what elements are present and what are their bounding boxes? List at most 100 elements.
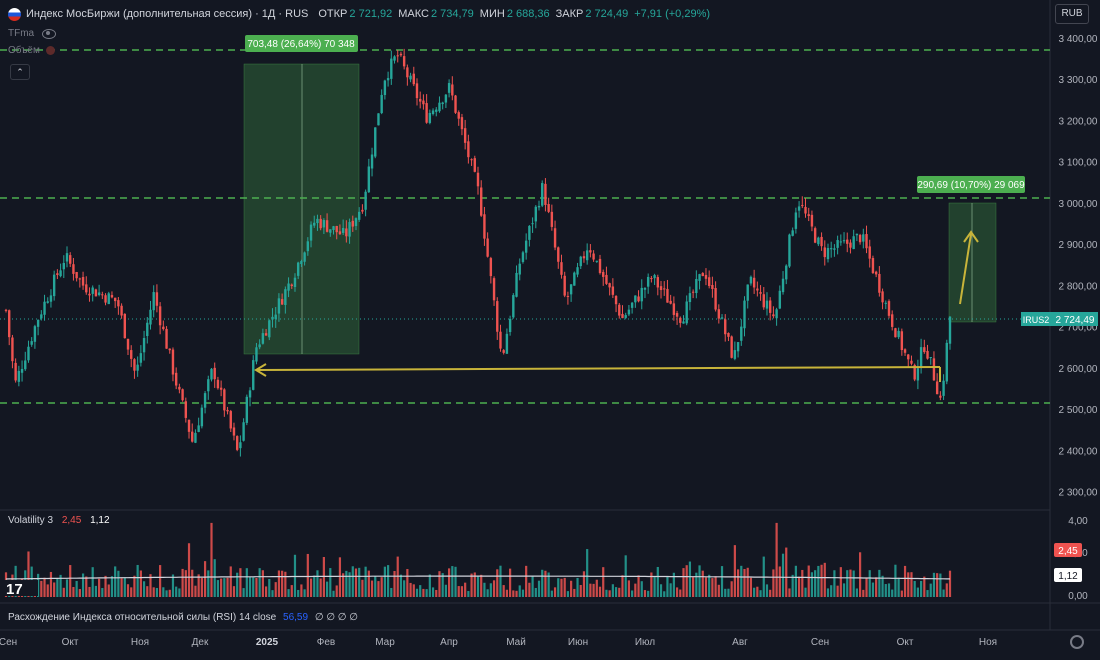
candle-body [184, 401, 188, 418]
volatility-bar [281, 570, 284, 597]
volatility-bar [107, 584, 110, 597]
volatility-bar [891, 589, 894, 597]
volatility-bar [656, 566, 659, 597]
candle-body [287, 283, 290, 291]
close-value: 2 724,49 [585, 8, 629, 20]
candle-body [489, 258, 493, 277]
time-tick-label: Окт [897, 637, 914, 648]
candle-body [579, 256, 582, 267]
candle-body [878, 273, 881, 293]
volatility-bar [248, 577, 252, 597]
candle-body [24, 360, 27, 370]
volatility-bar [830, 585, 833, 597]
candle-body [354, 218, 358, 227]
diagonal-arrow[interactable] [959, 230, 979, 305]
settings-gear-icon[interactable] [1070, 635, 1084, 649]
eye-icon[interactable] [42, 28, 57, 39]
price-tick-label: 2 800,00 [1059, 281, 1098, 292]
volatility-bar [297, 589, 300, 597]
candle-body [868, 246, 871, 259]
candle-body [300, 261, 303, 265]
candle-body [255, 347, 258, 362]
candle-body [923, 347, 926, 353]
volatility-bar [162, 587, 165, 597]
candle-body [473, 158, 476, 172]
candle-body [393, 56, 396, 61]
candle-body [666, 288, 669, 303]
tfma-row[interactable]: TFma [8, 28, 57, 39]
symbol-header[interactable]: Индекс МосБиржи (дополнительная сессия) … [8, 6, 710, 22]
candle-body [203, 393, 207, 408]
volatility-bar [582, 571, 586, 597]
volatility-bar [544, 570, 547, 597]
collapse-button[interactable]: ⌃ [10, 64, 30, 80]
volatility-bar [711, 578, 714, 597]
candle-body [926, 350, 929, 359]
volatility-bar [91, 567, 94, 597]
candle-body [505, 333, 509, 354]
volume-row[interactable]: Объём [8, 45, 55, 56]
volatility-bar [679, 589, 682, 597]
candle-body [759, 292, 762, 294]
volatility-bar [913, 580, 916, 597]
price-axis[interactable]: 3 400,00 3 300,00 3 200,00 3 100,00 3 000,00… [1059, 34, 1098, 499]
volatility-bar [451, 566, 454, 597]
volatility-bar [232, 586, 236, 597]
candle-body [223, 389, 226, 411]
candle-body [158, 306, 162, 326]
volatility-bar [717, 584, 720, 597]
candle-body [820, 236, 823, 247]
candle-body [736, 342, 740, 352]
time-tick-label: Ноя [979, 637, 997, 648]
volatility-bar [531, 576, 534, 597]
candle-body [377, 113, 380, 126]
price-tick-label: 2 900,00 [1059, 240, 1098, 251]
volatility-bar [608, 590, 611, 597]
candle-body [730, 336, 733, 358]
candle-body [351, 220, 354, 227]
candle-body [274, 314, 277, 319]
candle-body [139, 353, 143, 363]
candle-body [640, 287, 643, 302]
time-axis[interactable]: Сен Окт Ноя Дек 2025 Фев Мар Апр Май Июн Июл Авг Сен… [0, 637, 997, 648]
candle-body [788, 234, 791, 267]
volatility-bar [284, 571, 287, 597]
candle-body [852, 236, 855, 250]
volatility-bar [319, 578, 322, 597]
horizontal-arrow[interactable] [254, 363, 941, 382]
volatility-bar [428, 574, 431, 597]
volatility-bar [643, 590, 647, 597]
volatility-bar [659, 584, 663, 597]
volatility-bar [191, 569, 194, 597]
candle-body [181, 389, 184, 401]
candle-body [435, 109, 438, 112]
volatility-bar [647, 590, 650, 597]
candle-body [313, 222, 316, 226]
candle-body [197, 425, 200, 432]
volatility-bar [184, 570, 187, 597]
candle-body [611, 286, 615, 295]
low-label: МИН [479, 8, 505, 20]
volatility-bar [849, 569, 852, 597]
rsi-legend[interactable]: Расхождение Индекса относительной силы (… [8, 612, 358, 623]
candle-body [296, 262, 300, 276]
volatility-bar [187, 543, 191, 597]
last-price-tag[interactable]: IRUS2 2 724,49 [1021, 312, 1098, 326]
volatility-bar [772, 569, 775, 597]
volatility-legend[interactable]: Volatility 3 2,45 1,12 [8, 515, 110, 526]
volatility-bar [383, 566, 386, 597]
volatility-bar [409, 582, 412, 597]
currency-button[interactable]: RUB [1055, 4, 1089, 24]
volatility-bar [769, 589, 772, 597]
candle-body [605, 274, 608, 284]
candle-body [772, 314, 775, 317]
candle-body [126, 338, 130, 350]
candle-body [399, 53, 403, 56]
volatility-bar [149, 574, 152, 597]
candle-body [483, 214, 486, 239]
open-value: 2 721,92 [349, 8, 393, 20]
volatility-bar [374, 576, 377, 597]
candle-body [357, 211, 361, 220]
